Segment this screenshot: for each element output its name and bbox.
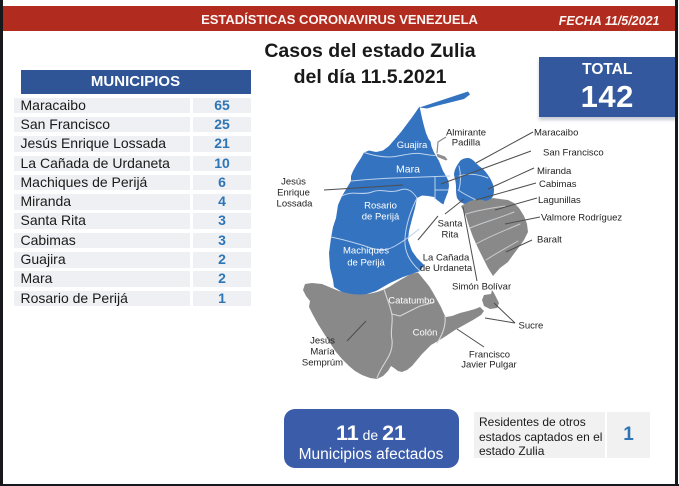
svg-text:Lagunillas: Lagunillas [538, 195, 581, 206]
svg-text:María: María [310, 347, 335, 358]
svg-text:Almirante: Almirante [446, 128, 486, 139]
svg-text:Jesús: Jesús [281, 177, 306, 188]
svg-text:Machiques: Machiques [343, 246, 389, 257]
svg-text:Baralt: Baralt [537, 235, 562, 246]
svg-text:Colón: Colón [413, 328, 438, 339]
svg-text:Guajira: Guajira [397, 140, 428, 151]
svg-text:Santa: Santa [438, 219, 464, 230]
svg-text:Catatumbo: Catatumbo [388, 296, 434, 307]
svg-text:Mara: Mara [396, 164, 420, 176]
svg-text:Rosario: Rosario [364, 201, 397, 212]
svg-text:Cabimas: Cabimas [539, 179, 577, 190]
svg-text:Padilla: Padilla [452, 138, 481, 149]
svg-text:Semprúm: Semprúm [302, 358, 343, 369]
svg-text:Valmore Rodríguez: Valmore Rodríguez [541, 213, 622, 224]
svg-text:San Francisco: San Francisco [543, 148, 604, 159]
svg-text:Francisco: Francisco [469, 350, 510, 361]
svg-text:Miranda: Miranda [537, 166, 572, 177]
svg-text:Jesús: Jesús [310, 336, 335, 347]
svg-text:Enrique: Enrique [277, 188, 310, 199]
svg-text:de Perijá: de Perijá [362, 212, 400, 223]
svg-text:de Urdaneta: de Urdaneta [420, 263, 473, 274]
svg-text:Sucre: Sucre [519, 321, 544, 332]
svg-text:Rita: Rita [442, 230, 460, 241]
svg-text:de Perijá: de Perijá [347, 258, 385, 269]
svg-text:La Cañada: La Cañada [423, 253, 470, 264]
svg-text:Javier Pulgar: Javier Pulgar [461, 360, 516, 371]
svg-text:Lossada: Lossada [277, 199, 314, 210]
svg-text:Maracaibo: Maracaibo [534, 128, 578, 139]
svg-text:Simón Bolívar: Simón Bolívar [452, 282, 511, 293]
